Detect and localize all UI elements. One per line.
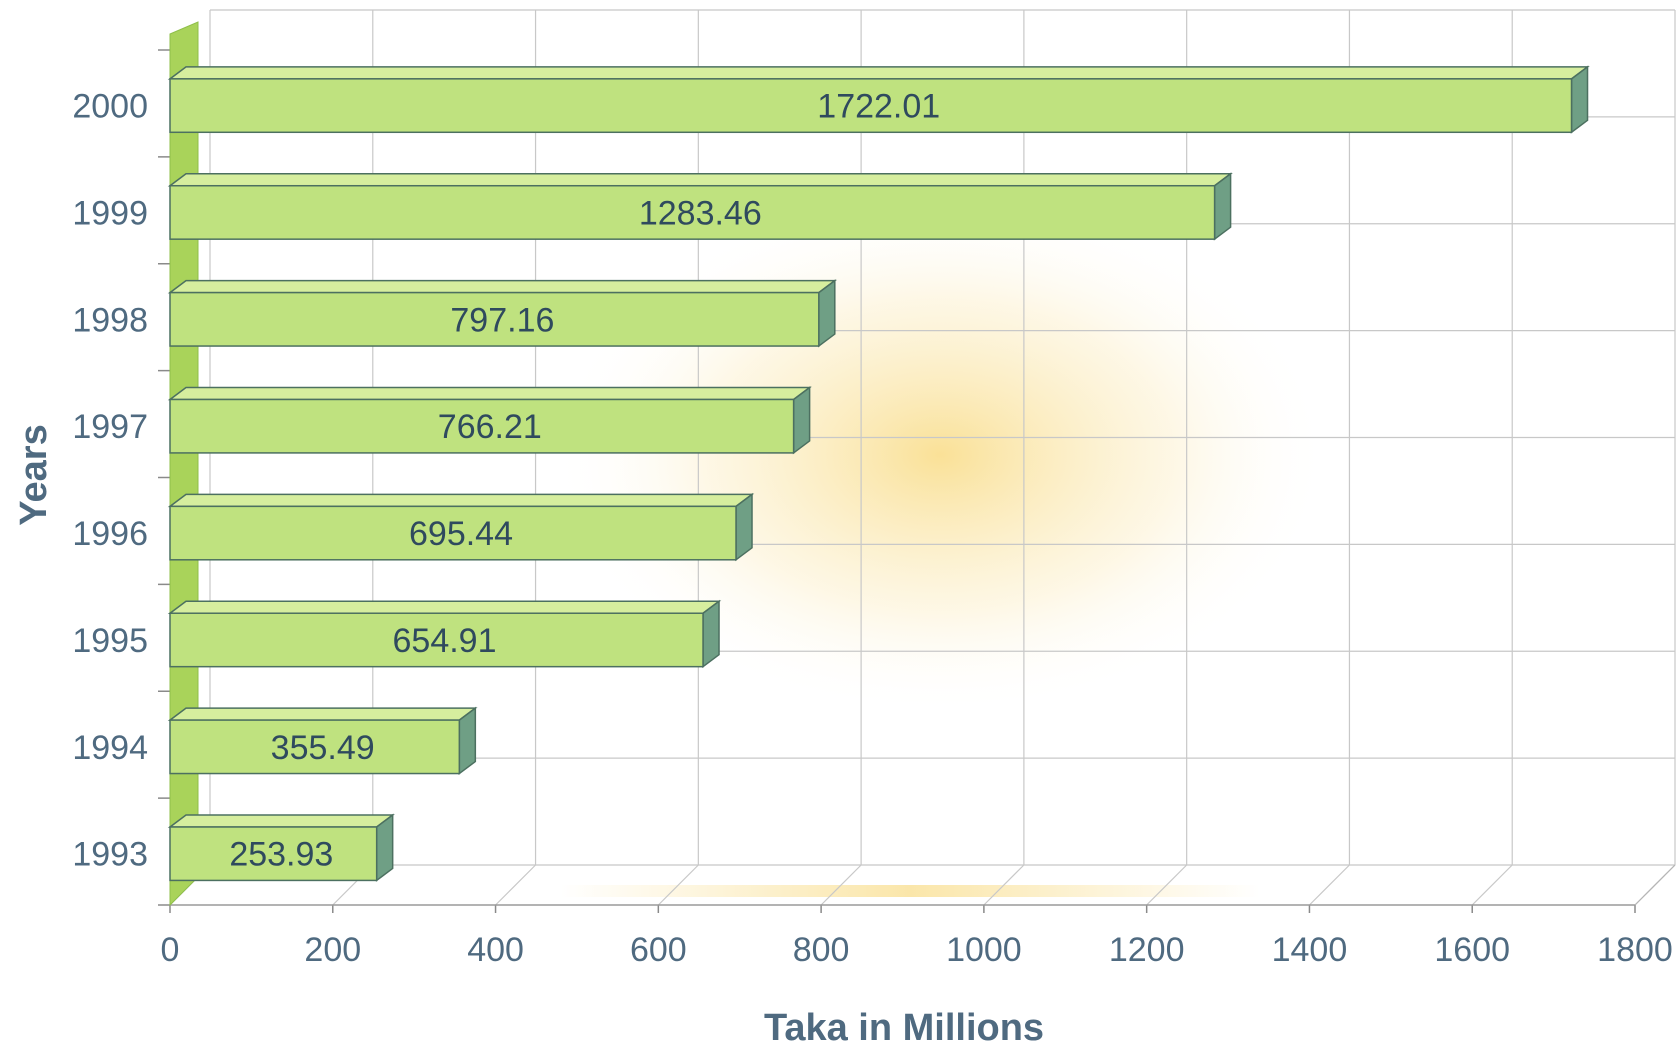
bar-side-face [1570,65,1589,134]
x-tick-label: 800 [793,931,850,969]
bar-1995 [169,612,704,668]
bar-value-label: 253.93 [229,836,333,874]
y-category-label: 1996 [72,515,148,553]
bar-1996 [169,505,737,561]
y-category-label: 1999 [72,194,148,232]
floor-gridline [820,864,862,906]
bar-value-label: 1722.01 [817,88,940,126]
floor-glow [560,885,1260,897]
floor-gridline [495,864,536,906]
x-tick-label: 600 [630,931,687,969]
x-tick-label: 1400 [1272,931,1348,969]
bar-value-label: 797.16 [450,301,554,339]
bar-1997 [169,398,795,454]
x-tick-label: 1200 [1109,931,1185,969]
x-tick-label: 200 [304,931,361,969]
bar-value-label: 766.21 [438,408,542,446]
bar-1993 [169,826,378,882]
floor-gridline [1146,864,1188,906]
bar-1999 [169,184,1216,240]
floor-gridline [1471,864,1513,906]
bar-top-face [167,386,812,401]
bar-top-face [167,66,1590,80]
floor-gridline [657,864,699,906]
x-tick-label: 400 [467,931,524,969]
bar-value-label: 695.44 [409,515,513,553]
bar-top-face [167,814,395,828]
bar-value-label: 355.49 [271,729,375,767]
bar-2000 [169,78,1573,134]
y-category-label: 2000 [72,88,148,126]
bar-1998 [169,291,820,347]
bar-side-face [735,492,753,562]
floor-edge [1634,864,1676,906]
bar-side-face [702,599,720,669]
bar-side-face [818,279,836,348]
bar-side-face [792,385,811,455]
floor-gridline [1309,864,1350,906]
bar-top-face [167,279,838,294]
bar-top-face [167,707,478,721]
bar-side-face [375,813,394,882]
x-tick-label: 1600 [1434,931,1510,969]
y-category-label: 1993 [72,836,148,874]
floor-gridline [983,864,1025,906]
bar-top-face [167,172,1233,187]
bar-side-face [1213,172,1232,241]
y-category-label: 1994 [72,729,148,767]
y-category-label: 1995 [72,622,148,660]
bar-top-face [167,493,755,508]
y-category-label: 1998 [72,301,148,339]
bar-side-face [458,706,477,776]
bar-top-face [167,600,722,614]
bar-value-label: 1283.46 [639,194,762,232]
bar-1994 [169,719,461,775]
x-tick-label: 1000 [946,931,1022,969]
x-tick-label: 1800 [1597,931,1673,969]
bar-value-label: 654.91 [393,622,497,660]
y-category-label: 1997 [72,408,148,446]
x-tick-label: 0 [161,931,180,969]
